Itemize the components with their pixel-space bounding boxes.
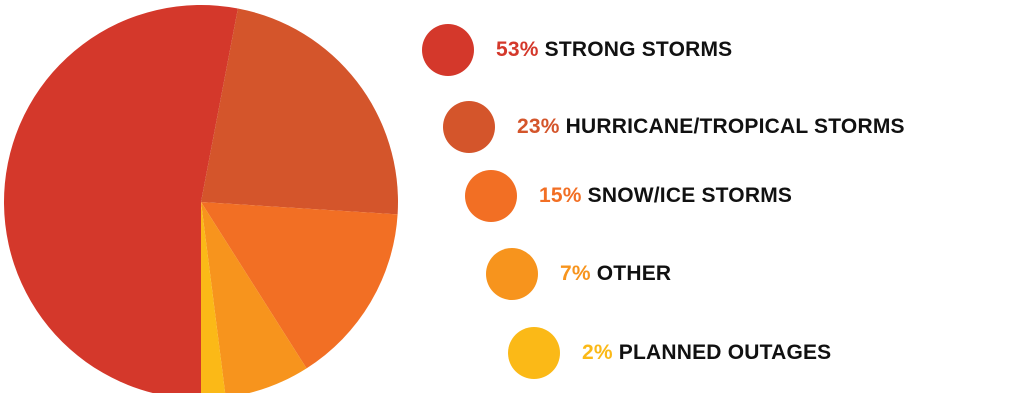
legend-category: PLANNED OUTAGES (618, 341, 832, 364)
legend-label: 23% HURRICANE/TROPICAL STORMS (517, 115, 905, 139)
legend-label: 7% OTHER (560, 262, 671, 286)
legend-percent: 2% (582, 341, 613, 364)
legend-swatch (486, 248, 538, 300)
legend-label: 53% STRONG STORMS (496, 38, 732, 62)
legend-percent: 7% (560, 262, 591, 285)
legend-item-other: 7% OTHER (486, 248, 671, 300)
legend-swatch (465, 170, 517, 222)
legend-swatch (443, 101, 495, 153)
pie-slice-other (201, 202, 307, 393)
legend-swatch (422, 24, 474, 76)
legend-category: STRONG STORMS (544, 38, 733, 61)
legend-swatch (508, 327, 560, 379)
legend-label: 15% SNOW/ICE STORMS (539, 184, 792, 208)
pie-slice-planned-outages (201, 202, 226, 393)
legend-percent: 23% (517, 115, 560, 138)
legend-category: SNOW/ICE STORMS (587, 184, 793, 207)
legend-percent: 53% (496, 38, 539, 61)
legend-category: OTHER (596, 262, 672, 285)
pie-chart (3, 5, 398, 393)
legend-item-snow-ice-storms: 15% SNOW/ICE STORMS (465, 170, 792, 222)
legend-item-planned-outages: 2% PLANNED OUTAGES (508, 327, 831, 379)
pie-slice-snow-ice-storms (201, 202, 398, 369)
pie-slice-strong-storms (3, 5, 238, 393)
legend-category: HURRICANE/TROPICAL STORMS (565, 115, 905, 138)
legend-item-strong-storms: 53% STRONG STORMS (422, 24, 732, 76)
pie-slice-hurricane-tropical-storms (201, 8, 398, 215)
legend-item-hurricane-tropical-storms: 23% HURRICANE/TROPICAL STORMS (443, 101, 905, 153)
legend-label: 2% PLANNED OUTAGES (582, 341, 831, 365)
legend-percent: 15% (539, 184, 582, 207)
